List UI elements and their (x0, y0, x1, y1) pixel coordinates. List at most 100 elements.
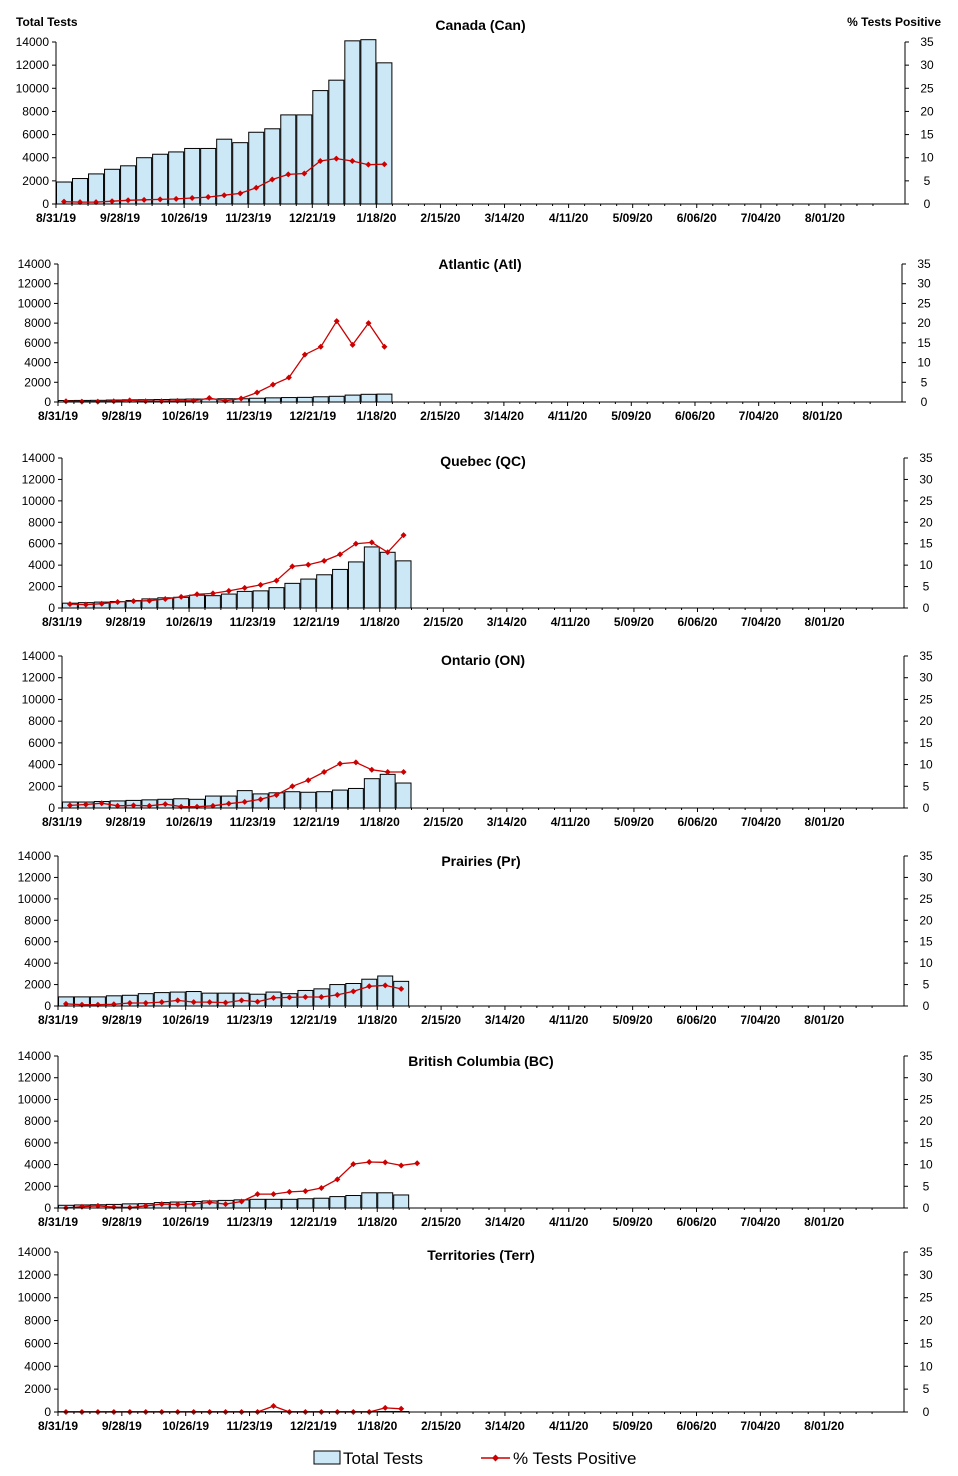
left-tick-label: 12000 (18, 870, 52, 884)
right-tick-label: 35 (919, 451, 933, 465)
x-tick-label: 11/23/19 (227, 1215, 273, 1229)
point (301, 351, 308, 358)
left-tick-label: 10000 (18, 1291, 52, 1305)
point (126, 397, 133, 404)
x-tick-label: 4/11/20 (551, 815, 591, 829)
point (174, 1201, 181, 1208)
right-tick-label: 35 (919, 1049, 933, 1063)
x-tick-label: 5/09/20 (614, 615, 654, 629)
x-tick-label: 11/23/19 (230, 815, 276, 829)
bar (377, 1192, 394, 1209)
left-tick-label: 6000 (24, 1336, 51, 1350)
bar (312, 90, 329, 205)
bar (329, 1196, 346, 1209)
bar (265, 1198, 282, 1209)
left-tick-label: 4000 (22, 151, 49, 165)
point (162, 801, 169, 808)
point (209, 802, 216, 809)
x-tick-label: 7/04/20 (741, 615, 781, 629)
right-tick-label: 25 (917, 296, 931, 310)
bar (296, 114, 313, 205)
point (173, 195, 180, 202)
x-tick-label: 9/28/19 (102, 1013, 142, 1027)
chart-panel-6: British Columbia (BC) 0 2000 4000 6000 8000 10… (18, 1049, 933, 1229)
x-tick-label: 4/11/20 (548, 409, 588, 423)
left-tick-label: 12000 (22, 671, 56, 685)
x-tick-label: 11/23/19 (230, 615, 276, 629)
chart-panels: Canada (Can) Total Tests % Tests Positive 0… (16, 15, 942, 1433)
right-tick-label: 0 (923, 601, 930, 615)
bar (249, 1198, 266, 1209)
x-tick-label: 3/14/20 (485, 1419, 525, 1433)
right-tick-label: 15 (919, 1136, 933, 1150)
x-tick-label: 6/06/20 (676, 1215, 716, 1229)
point (273, 577, 280, 584)
point (158, 1201, 165, 1208)
right-tick-label: 25 (919, 892, 933, 906)
right-tick-label: 10 (919, 1158, 933, 1172)
x-tick-label: 12/21/19 (289, 409, 336, 423)
left-tick-label: 2000 (24, 375, 51, 389)
point (209, 590, 216, 597)
left-tick-label: 4000 (24, 1359, 51, 1373)
chart-panel-4: Ontario (ON) 0 2000 4000 6000 8000 10000 12000 1… (22, 649, 933, 829)
right-tick-label: 20 (917, 316, 931, 330)
right-tick-label: 5 (924, 174, 931, 188)
left-tick-label: 12000 (16, 58, 50, 72)
right-tick-label: 0 (923, 999, 930, 1013)
bar (395, 782, 412, 809)
bar (284, 791, 301, 809)
left-tick-label: 0 (42, 197, 49, 211)
bar (379, 773, 396, 809)
bar (281, 1198, 298, 1209)
right-tick-label: 35 (920, 35, 934, 49)
point (382, 1404, 389, 1411)
point (318, 994, 325, 1000)
legend-bar-swatch (313, 1450, 341, 1465)
x-tick-label: 10/26/19 (162, 1419, 209, 1433)
chart-title: British Columbia (BC) (408, 1053, 553, 1069)
point (205, 194, 212, 201)
x-tick-label: 7/04/20 (740, 1215, 780, 1229)
x-tick-label: 5/09/20 (613, 1419, 653, 1433)
left-tick-label: 4000 (24, 1158, 51, 1172)
x-tick-label: 7/04/20 (741, 815, 781, 829)
left-tick-label: 8000 (28, 714, 55, 728)
left-tick-label: 8000 (28, 515, 55, 529)
point (365, 320, 372, 327)
point (174, 397, 181, 404)
left-tick-label: 10000 (18, 296, 52, 310)
point (146, 597, 153, 604)
point (238, 395, 245, 402)
x-tick-label: 1/18/20 (356, 409, 396, 423)
bar (280, 397, 297, 403)
point (82, 801, 89, 808)
point (349, 157, 356, 164)
right-tick-label: 15 (919, 935, 933, 949)
x-tick-label: 2/15/20 (421, 1215, 461, 1229)
right-tick-label: 25 (919, 1291, 933, 1305)
point (414, 1160, 421, 1167)
right-tick-label: 15 (917, 336, 931, 350)
chart-title: Ontario (ON) (441, 652, 525, 668)
left-tick-label: 14000 (18, 849, 52, 863)
point (257, 796, 264, 803)
point (398, 1162, 405, 1169)
point (302, 1188, 309, 1195)
x-tick-label: 7/04/20 (740, 1013, 780, 1027)
point (126, 1000, 133, 1006)
x-tick-label: 12/21/19 (290, 1215, 337, 1229)
right-tick-label: 5 (923, 1179, 930, 1193)
right-tick-label: 10 (919, 558, 933, 572)
bar (248, 131, 265, 205)
x-tick-label: 8/31/19 (36, 211, 76, 225)
left-tick-label: 0 (48, 801, 55, 815)
chart-panel-3: Quebec (QC) 0 2000 4000 6000 8000 10000 12000 14… (22, 451, 933, 629)
right-tick-label: 10 (917, 356, 931, 370)
point (350, 1161, 357, 1168)
left-tick-label: 12000 (18, 1268, 52, 1282)
point (254, 389, 261, 396)
point (366, 1158, 373, 1165)
bar (220, 593, 237, 609)
